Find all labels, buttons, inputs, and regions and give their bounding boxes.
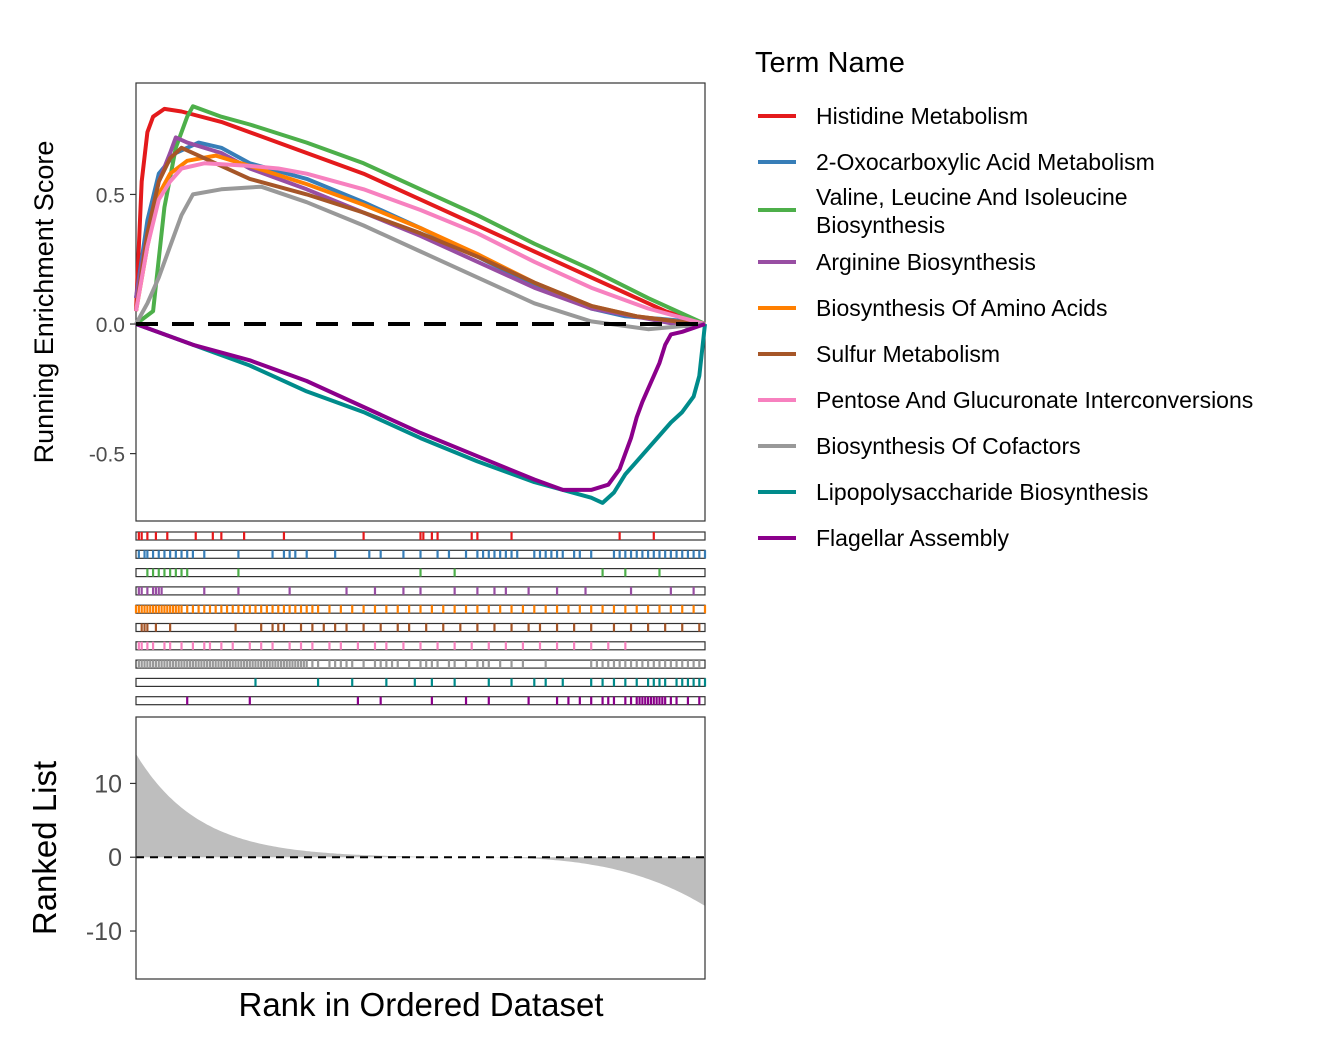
legend-label-2: 2-Oxocarboxylic Acid Metabolism <box>816 149 1155 175</box>
gene-hit-strips <box>134 531 707 706</box>
ranked-y-tick-label: -10 <box>86 918 122 946</box>
ranked-list-area <box>136 753 705 906</box>
ranked-y-tick-label: 10 <box>94 770 122 798</box>
legend-label-4: Arginine Biosynthesis <box>816 249 1036 275</box>
legend-items: Histidine Metabolism 2-Oxocarboxylic Acid… <box>758 103 1253 551</box>
ranked-panel-frame <box>135 716 706 980</box>
legend-label-8: Biosynthesis Of Cofactors <box>816 433 1081 459</box>
enrichment-score-panel: 0.5 0.0 -0.5 Running Enrichment Score <box>29 82 707 522</box>
legend-label-5: Biosynthesis Of Amino Acids <box>816 295 1107 321</box>
ranked-y-axis-label: Ranked List <box>26 761 63 935</box>
es-line-9 <box>135 322 707 505</box>
ranked-y-tick-label: 0 <box>108 844 122 872</box>
legend-label-1: Histidine Metabolism <box>816 103 1028 129</box>
es-y-axis: 0.5 0.0 -0.5 <box>89 184 136 467</box>
legend-label-7: Pentose And Glucuronate Interconversions <box>816 387 1253 413</box>
x-axis-label: Rank in Ordered Dataset <box>238 986 603 1023</box>
es-y-tick-label: 0.5 <box>96 184 125 207</box>
legend-label-6: Sulfur Metabolism <box>816 341 1000 367</box>
es-y-tick-label: -0.5 <box>89 444 125 467</box>
hit-strip-6 <box>135 622 706 633</box>
es-line-6 <box>134 145 706 326</box>
es-y-axis-label: Running Enrichment Score <box>29 141 59 464</box>
es-line-10 <box>135 322 706 492</box>
legend-label-10: Flagellar Assembly <box>816 525 1010 551</box>
legend: Term Name Histidine Metabolism 2-Oxocarbo… <box>755 47 1253 551</box>
hit-strip-10 <box>135 696 706 706</box>
ranked-list-panel: 10 0 -10 Ranked List Rank in Ordered Datas… <box>26 716 706 1023</box>
es-line-1 <box>134 106 706 326</box>
es-line-7 <box>134 161 706 326</box>
es-y-tick-label: 0.0 <box>96 314 125 337</box>
es-line-8 <box>134 184 706 332</box>
legend-title: Term Name <box>755 47 905 79</box>
es-series-lines <box>134 104 707 505</box>
legend-label-9: Lipopolysaccharide Biosynthesis <box>816 479 1148 505</box>
hit-strip-9 <box>135 677 706 688</box>
ranked-y-axis: 10 0 -10 <box>86 770 136 946</box>
legend-label-3: Valine, Leucine And Isoleucine Biosynthes… <box>816 184 1128 238</box>
